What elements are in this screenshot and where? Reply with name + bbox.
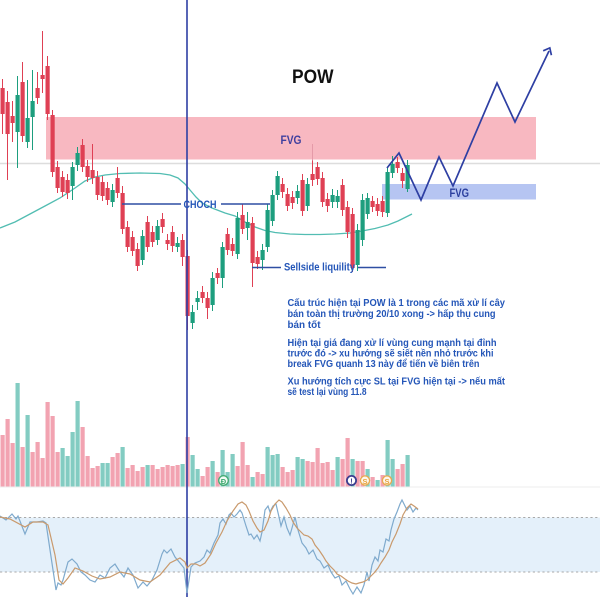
svg-text:bán toàn thị trường 20/10 xong: bán toàn thị trường 20/10 xong -> hấp th… [288, 308, 496, 320]
svg-text:break FVG quanh 13 này để tiến: break FVG quanh 13 này để tiến về biên t… [288, 358, 480, 370]
svg-text:FVG: FVG [450, 188, 470, 200]
svg-text:Đ: Đ [221, 477, 227, 486]
svg-text:!: ! [350, 477, 353, 486]
svg-text:Cấu trúc hiện tại POW là 1 tro: Cấu trúc hiện tại POW là 1 trong các mã … [288, 297, 506, 309]
svg-text:S: S [362, 477, 367, 486]
svg-text:bán tốt: bán tốt [288, 319, 321, 331]
svg-text:Xu hướng tích cực SL tại FVG h: Xu hướng tích cực SL tại FVG hiện tại ->… [288, 376, 506, 388]
svg-text:Sellside liquility: Sellside liquility [284, 261, 356, 273]
svg-text:Hiện tại giá đang xử lí vùng c: Hiện tại giá đang xử lí vùng cung mạnh t… [288, 337, 497, 349]
svg-text:sẽ test lại vùng 11.8: sẽ test lại vùng 11.8 [288, 386, 367, 398]
svg-text:CHOCH: CHOCH [184, 199, 217, 211]
svg-text:S: S [384, 477, 389, 486]
svg-text:FVG: FVG [281, 135, 302, 147]
svg-text:trước đó -> xu hướng sẽ siết n: trước đó -> xu hướng sẽ siết nền nhỏ trư… [288, 348, 494, 360]
svg-text:POW: POW [292, 66, 334, 88]
